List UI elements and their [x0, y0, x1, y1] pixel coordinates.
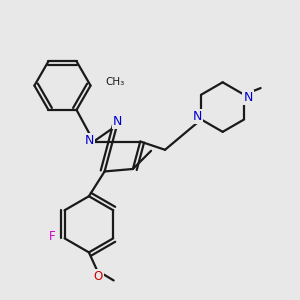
Text: O: O [94, 270, 103, 283]
Text: N: N [85, 134, 94, 147]
Text: F: F [49, 230, 56, 243]
Text: N: N [193, 110, 202, 123]
Text: N: N [243, 91, 253, 104]
Text: CH₃: CH₃ [105, 77, 125, 87]
Text: N: N [113, 116, 122, 128]
